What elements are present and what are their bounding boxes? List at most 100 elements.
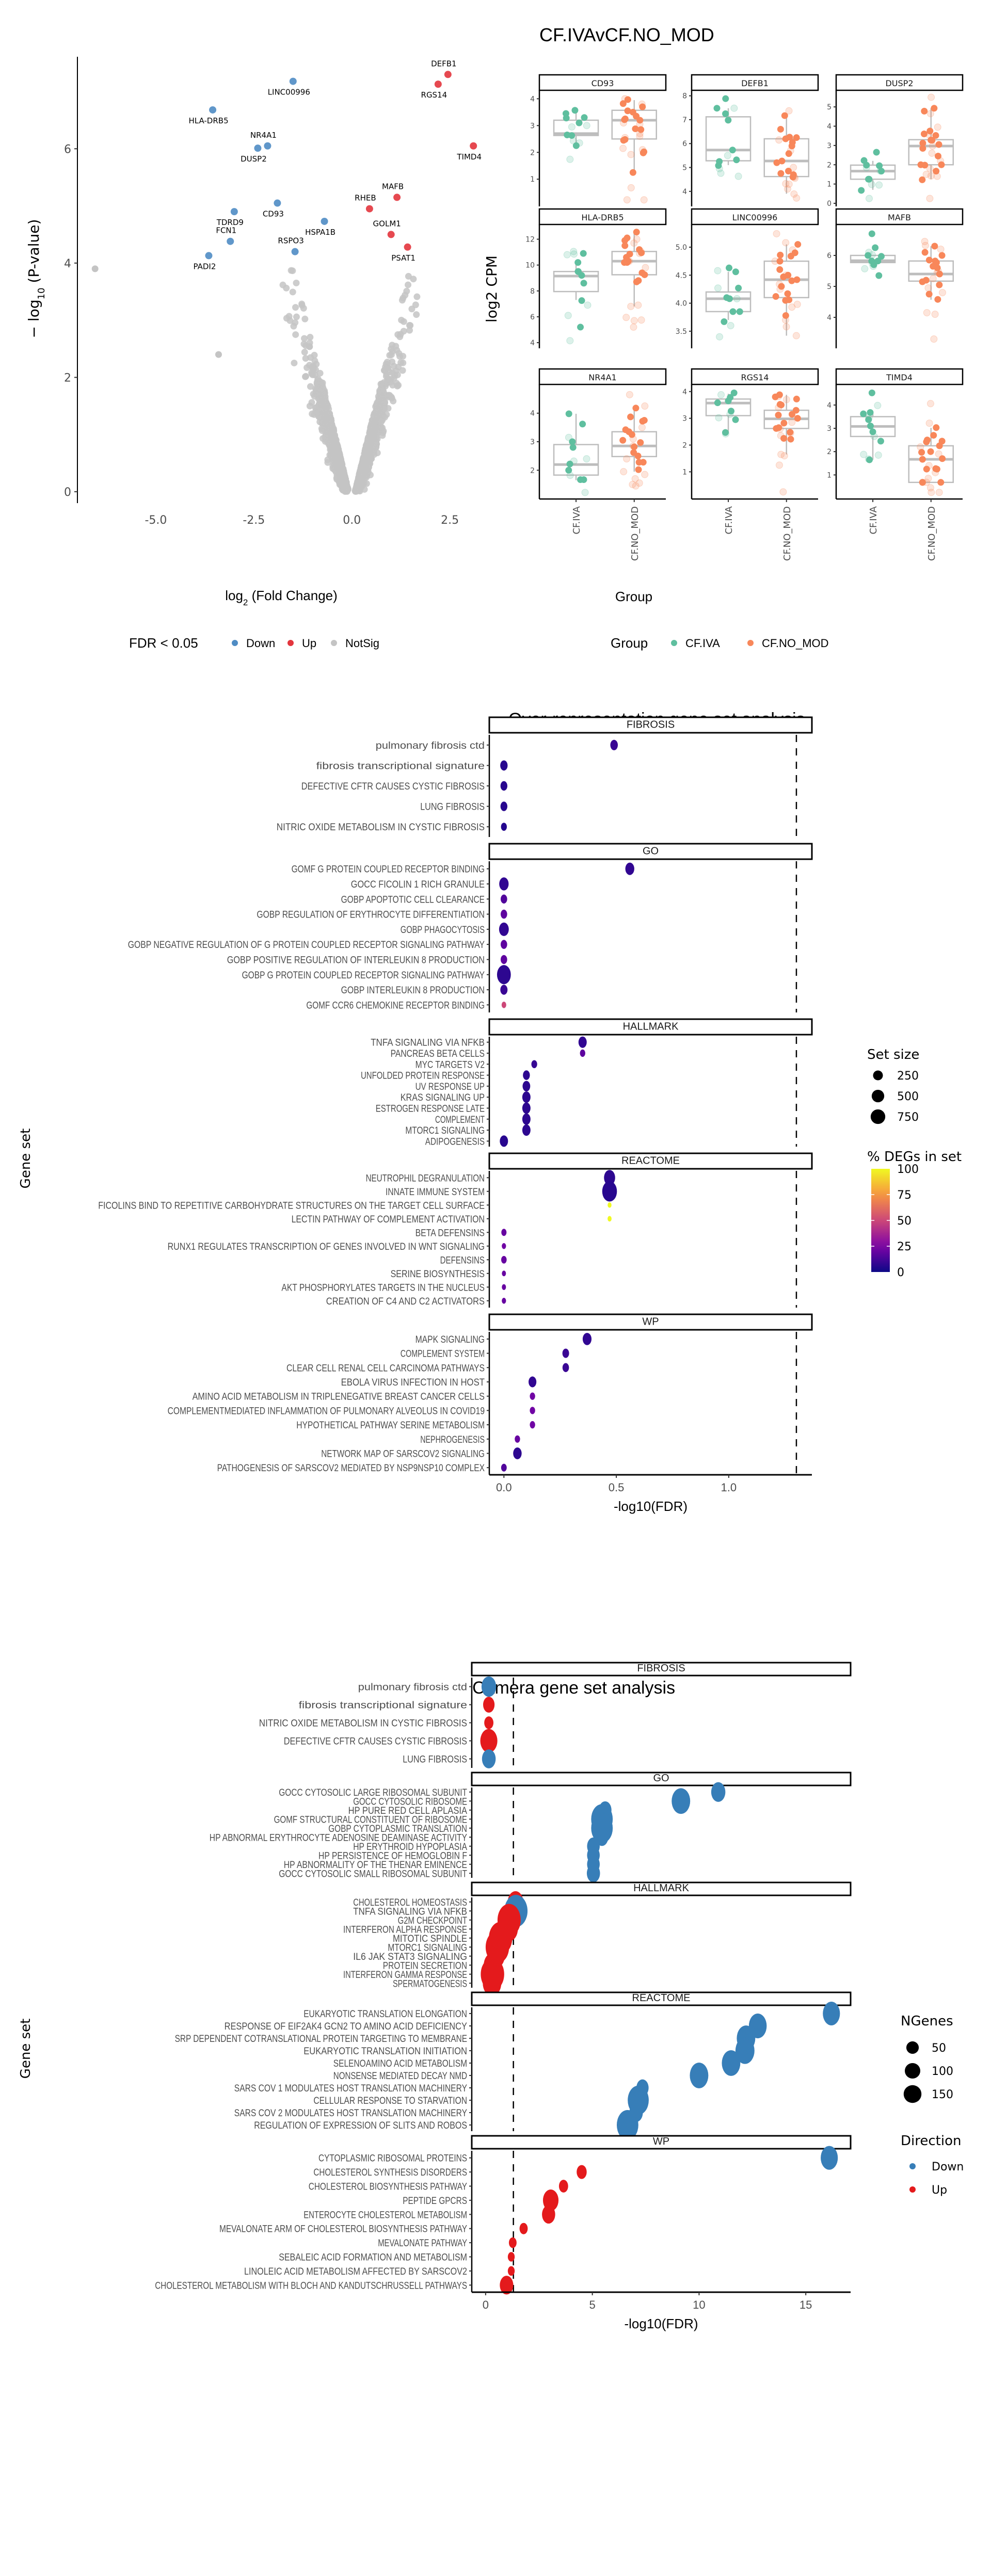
sample-point [934, 152, 941, 159]
x-axis-label: -log10(FDR) [624, 2316, 698, 2331]
sample-point [777, 432, 785, 440]
gene-label: MAFB [382, 182, 404, 191]
gene-set-label: GOMF CCR6 CHEMOKINE RECEPTOR BINDING [306, 1000, 485, 1011]
sample-point [868, 389, 875, 396]
sample-point [773, 230, 780, 237]
notsig-point [405, 272, 412, 280]
gene-set-point [499, 877, 509, 891]
y-tick-label: 6 [530, 313, 535, 321]
notsig-point [343, 488, 350, 495]
sample-point [722, 430, 729, 438]
gene-set-label: NONSENSE MEDIATED DECAY NMD [333, 2071, 467, 2082]
sample-point [570, 457, 578, 465]
sample-point [715, 162, 722, 169]
legend-title: Group [611, 635, 648, 651]
gene-set-label: LINOLEIC ACID METABOLISM AFFECTED BY SAR… [244, 2266, 467, 2277]
gene-point-padi2 [205, 252, 213, 260]
facet-strip [488, 716, 813, 734]
boxplot-panel-rgs14: RGS14 1 2 3 4 CF.IVA CF.NO_MOD [682, 368, 819, 561]
sample-point [716, 333, 724, 341]
facet-hallmark: HALLMARK TNFA SIGNALING VIA NFKBPANCREAS … [361, 1018, 813, 1147]
gene-set-label: CYTOPLASMIC RIBOSOMAL PROTEINS [318, 2153, 467, 2164]
sample-point [569, 444, 577, 451]
notsig-point [379, 424, 386, 431]
sample-point [917, 443, 924, 451]
sample-point [628, 431, 635, 438]
gene-point-rspo3 [291, 248, 299, 255]
sample-point [784, 290, 791, 297]
sample-point [620, 468, 628, 476]
gene-set-point [501, 1229, 507, 1236]
gene-set-point [501, 1255, 507, 1264]
gene-set-point [501, 1002, 506, 1008]
colorbar-label: 0 [897, 1266, 904, 1279]
sample-point [627, 151, 635, 158]
sample-point [919, 176, 926, 183]
notsig-point [290, 323, 297, 330]
legend-key-down [232, 640, 238, 646]
gene-set-label: AMINO ACID METABOLISM IN TRIPLENEGATIVE … [193, 1392, 485, 1403]
sample-point [930, 335, 938, 343]
gene-set-point [501, 940, 507, 949]
notsig-point [396, 333, 404, 341]
notsig-point [355, 478, 362, 485]
notsig-point [315, 413, 323, 420]
sample-point [623, 196, 631, 204]
y-tick-label: 5.0 [676, 244, 687, 252]
notsig-point [279, 281, 286, 288]
gene-point-timd4 [470, 142, 477, 150]
sample-point [777, 450, 785, 458]
sample-point [631, 475, 639, 482]
sample-point [790, 190, 798, 198]
gene-set-point [522, 1081, 531, 1092]
sample-point [867, 409, 874, 416]
significant-points: DEFB1 RGS14 TIMD4 MAFB RHEB GOLM1 PSAT1 LINC009… [188, 59, 482, 271]
sample-point [566, 155, 574, 163]
sample-point [565, 410, 572, 417]
sample-point [777, 251, 784, 259]
sample-point [634, 453, 642, 460]
sample-point [776, 257, 784, 265]
legend-label: 250 [897, 1070, 919, 1083]
gene-set-label: LUNG FIBROSIS [403, 1754, 467, 1765]
size-key [903, 2085, 922, 2103]
sample-point [574, 259, 582, 266]
sample-point [861, 265, 869, 272]
sample-point [632, 405, 640, 412]
sample-point [919, 479, 926, 486]
gene-set-label: GOMF STRUCTURAL CONSTITUENT OF RIBOSOME [274, 1814, 467, 1825]
sample-point [790, 164, 797, 171]
camera-plot: Camera gene set analysis FIBROSIS pulmonar… [18, 1662, 964, 2331]
sample-point [870, 261, 877, 268]
gene-set-label: INTERFERON GAMMA RESPONSE [343, 1970, 467, 1981]
sample-point [787, 436, 794, 443]
notsig-point [316, 369, 324, 377]
x-tick-label: 1.0 [721, 1481, 737, 1494]
sample-point [778, 157, 786, 165]
boxplot-panel-dusp2: DUSP2 0 1 2 3 4 5 [827, 74, 964, 208]
gene-set-point [483, 1697, 495, 1713]
gene-set-label: RUNX1 REGULATES TRANSCRIPTION OF GENES I… [168, 1242, 485, 1252]
sample-point [636, 120, 644, 128]
sample-point [633, 278, 640, 285]
sample-point [562, 110, 569, 117]
sample-point [937, 246, 945, 253]
sample-point [581, 114, 588, 121]
gene-label: RGS14 [421, 90, 447, 100]
gene-set-point [502, 1298, 506, 1304]
gene-set-label: LUNG FIBROSIS [420, 802, 485, 813]
sample-point [790, 173, 798, 181]
notsig-point [377, 380, 385, 388]
sample-point [576, 119, 583, 126]
facet-strip [471, 2135, 852, 2150]
gene-set-point [501, 894, 507, 904]
notsig-point [364, 444, 371, 451]
sample-point [926, 127, 934, 135]
gene-set-point [522, 1113, 531, 1125]
gene-set-label: INTERFERON ALPHA RESPONSE [343, 1924, 467, 1935]
gene-set-label: GOBP CYTOPLASMIC TRANSLATION [328, 1824, 467, 1834]
gene-set-label: GOCC CYTOSOLIC LARGE RIBOSOMAL SUBUNIT [279, 1788, 467, 1798]
facet-wp: WP CYTOPLASMIC RIBOSOMAL PROTEINS CHOLESTE… [155, 2135, 852, 2295]
notsig-point [332, 439, 339, 446]
